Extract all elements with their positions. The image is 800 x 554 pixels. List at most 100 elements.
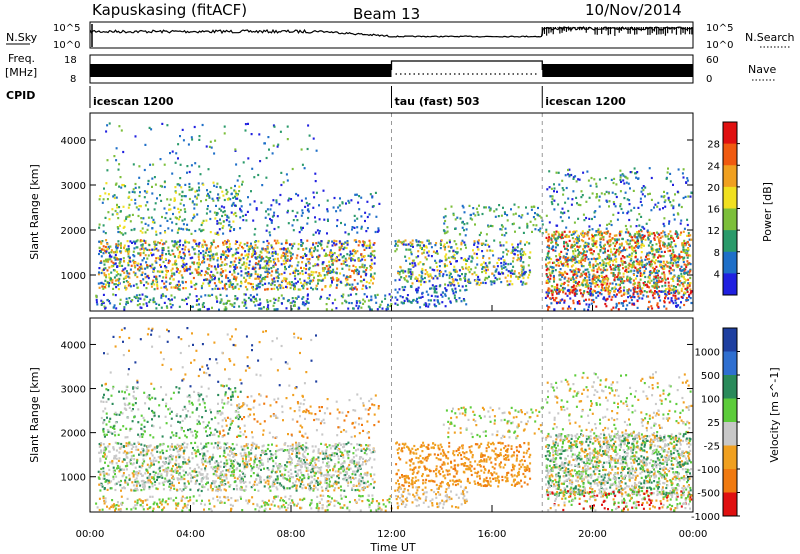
range-cell xyxy=(289,264,292,267)
range-cell xyxy=(143,239,145,242)
range-cell xyxy=(547,281,550,284)
range-cell xyxy=(346,253,349,256)
range-cell xyxy=(571,260,574,263)
range-cell xyxy=(445,231,448,234)
range-cell xyxy=(345,279,348,282)
range-cell xyxy=(232,196,235,199)
range-cell xyxy=(264,264,267,267)
range-cell xyxy=(578,261,581,264)
range-cell xyxy=(102,252,105,255)
range-cell xyxy=(284,280,287,283)
range-cell xyxy=(227,224,230,227)
range-cell xyxy=(545,273,548,276)
range-cell xyxy=(622,275,625,278)
range-cell xyxy=(651,271,654,274)
range-cell xyxy=(610,223,613,227)
range-cell xyxy=(230,283,233,286)
range-cell xyxy=(633,167,636,170)
range-cell xyxy=(319,297,322,300)
range-cell xyxy=(175,270,178,273)
range-cell xyxy=(138,303,141,306)
range-cell xyxy=(243,298,246,301)
range-cell xyxy=(608,205,610,208)
range-cell xyxy=(680,256,683,259)
range-cell xyxy=(669,261,672,264)
range-cell xyxy=(672,256,675,259)
range-cell xyxy=(98,198,101,201)
range-cell xyxy=(617,211,620,214)
range-cell xyxy=(223,125,226,128)
range-cell xyxy=(338,249,341,252)
range-cell xyxy=(307,260,310,263)
range-cell xyxy=(680,289,683,293)
range-cell xyxy=(686,234,689,237)
range-cell xyxy=(279,286,282,289)
range-cell xyxy=(164,231,167,234)
range-cell xyxy=(95,296,98,299)
range-cell xyxy=(666,171,669,174)
range-cell xyxy=(159,158,162,161)
range-cell xyxy=(252,267,255,270)
range-cell xyxy=(524,270,527,274)
range-cell xyxy=(596,268,599,271)
range-cell xyxy=(581,231,584,234)
range-cell xyxy=(227,250,230,253)
range-cell xyxy=(569,297,572,300)
range-cell xyxy=(368,306,371,309)
range-cell xyxy=(156,284,159,287)
range-cell xyxy=(160,239,163,242)
range-cell xyxy=(286,247,289,250)
range-cell xyxy=(144,240,147,243)
range-cell xyxy=(128,257,131,261)
range-cell xyxy=(182,251,185,254)
range-cell xyxy=(144,272,147,276)
range-cell xyxy=(298,231,301,234)
range-cell xyxy=(616,238,619,241)
range-cell xyxy=(660,280,663,283)
range-cell xyxy=(436,295,439,298)
range-cell xyxy=(139,239,142,242)
range-cell xyxy=(254,297,257,300)
range-cell xyxy=(641,265,644,269)
range-cell xyxy=(336,284,338,287)
range-cell xyxy=(329,285,332,288)
range-cell xyxy=(487,243,489,246)
range-cell xyxy=(557,258,560,262)
range-cell xyxy=(105,258,107,261)
range-cell xyxy=(362,270,365,273)
range-cell xyxy=(125,280,128,283)
range-cell xyxy=(224,308,227,311)
range-cell xyxy=(99,282,102,285)
range-cell xyxy=(420,270,423,273)
range-cell xyxy=(546,279,548,282)
range-cell xyxy=(612,268,615,271)
range-cell xyxy=(644,186,647,189)
range-cell xyxy=(602,266,605,269)
range-cell xyxy=(276,271,279,274)
range-cell xyxy=(311,255,314,258)
range-cell xyxy=(513,249,516,252)
range-cell xyxy=(273,125,276,128)
range-cell xyxy=(582,270,585,273)
range-cell xyxy=(491,280,494,283)
range-cell xyxy=(209,210,212,213)
range-cell xyxy=(664,281,667,284)
range-cell xyxy=(137,208,140,211)
range-cell xyxy=(517,257,520,260)
range-cell xyxy=(606,268,609,271)
range-cell xyxy=(241,245,243,249)
range-cell xyxy=(196,189,198,192)
range-cell xyxy=(285,285,287,288)
range-cell xyxy=(411,264,414,267)
range-cell xyxy=(269,299,272,303)
range-cell xyxy=(568,216,570,219)
range-cell xyxy=(117,240,120,243)
range-cell xyxy=(330,256,333,259)
range-cell xyxy=(106,258,109,261)
range-cell xyxy=(633,269,636,272)
range-cell xyxy=(629,225,632,228)
range-cell xyxy=(273,227,276,231)
range-cell xyxy=(247,196,249,199)
range-cell xyxy=(223,132,226,135)
range-cell xyxy=(404,270,407,273)
